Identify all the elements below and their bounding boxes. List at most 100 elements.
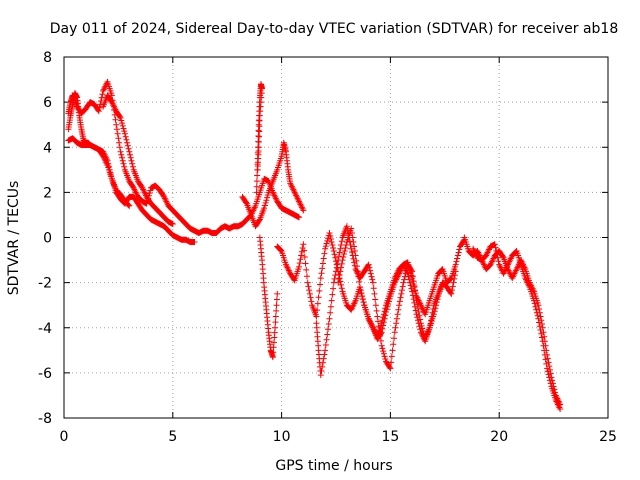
data-point (354, 263, 361, 270)
data-point (388, 353, 395, 360)
data-point (330, 248, 337, 255)
data-point (327, 232, 334, 239)
data-point (389, 347, 396, 354)
data-point (338, 260, 345, 267)
data-point (552, 389, 559, 396)
data-point (557, 401, 564, 408)
data-point (324, 331, 331, 338)
data-point (256, 112, 263, 119)
data-point (536, 305, 543, 312)
data-point (401, 276, 408, 283)
data-point (254, 172, 261, 179)
data-point (449, 287, 456, 294)
data-point (272, 313, 279, 320)
data-point (305, 283, 312, 290)
data-point (322, 347, 329, 354)
data-point (380, 314, 387, 321)
x-tick-label: 5 (168, 429, 177, 445)
data-point (448, 290, 455, 297)
data-point (370, 285, 377, 292)
data-point (431, 308, 438, 315)
data-point (357, 287, 364, 294)
data-point (348, 249, 355, 256)
data-point (433, 299, 440, 306)
data-point (380, 350, 387, 357)
data-point (359, 293, 366, 300)
data-point (338, 264, 345, 271)
data-point (317, 281, 324, 288)
data-point (272, 324, 279, 331)
data-point (124, 139, 131, 146)
data-point (379, 317, 386, 324)
data-point (314, 307, 321, 314)
data-point (407, 282, 414, 289)
data-point (113, 126, 120, 133)
data-point (366, 264, 373, 271)
data-point (126, 202, 133, 209)
data-point (369, 276, 376, 283)
data-point (253, 189, 260, 196)
x-tick-label: 20 (490, 429, 508, 445)
data-points (65, 78, 564, 412)
data-point (296, 260, 303, 267)
data-point (397, 294, 404, 301)
data-point (538, 317, 545, 324)
data-point (273, 296, 280, 303)
data-point (432, 305, 439, 312)
y-tick-label: 0 (43, 231, 52, 247)
data-point (331, 251, 338, 258)
data-point (119, 154, 126, 161)
data-point (550, 383, 557, 390)
y-tick-label: 2 (43, 185, 52, 201)
data-point (404, 270, 411, 277)
y-tick-label: 6 (43, 95, 52, 111)
data-point (491, 241, 498, 248)
data-point (369, 279, 376, 286)
data-point (351, 243, 358, 250)
data-point (321, 351, 328, 358)
y-tick-label: -2 (38, 276, 52, 292)
data-point (303, 273, 310, 280)
data-point (273, 302, 280, 309)
data-point (327, 236, 334, 243)
data-point (356, 278, 363, 285)
data-point (409, 292, 416, 299)
data-point (382, 305, 389, 312)
data-point (351, 248, 358, 255)
data-point (255, 127, 262, 134)
data-point (115, 135, 122, 142)
data-point (492, 244, 499, 251)
data-point (371, 290, 378, 297)
data-point (117, 114, 124, 121)
data-point (254, 166, 261, 173)
data-point (329, 242, 336, 249)
y-tick-label: 4 (43, 140, 52, 156)
data-point (138, 183, 145, 190)
data-point (551, 386, 558, 393)
data-point (120, 160, 127, 167)
data-point (123, 136, 130, 143)
data-point (329, 291, 336, 298)
data-point (434, 296, 441, 303)
data-point (330, 285, 337, 292)
data-point (410, 278, 417, 285)
data-point (118, 117, 125, 124)
data-point (147, 187, 154, 194)
data-point (322, 243, 329, 250)
data-point (535, 302, 542, 309)
data-point (343, 223, 350, 230)
data-point (416, 323, 423, 330)
data-point (399, 283, 406, 290)
data-point (328, 239, 335, 246)
data-point (452, 261, 459, 268)
data-point (372, 296, 379, 303)
x-tick-label: 25 (599, 429, 617, 445)
data-point (127, 154, 134, 161)
data-point (256, 128, 263, 135)
data-point (356, 284, 363, 291)
data-point (454, 252, 461, 259)
data-point (296, 263, 303, 270)
data-point (378, 320, 385, 327)
data-point (326, 229, 333, 236)
